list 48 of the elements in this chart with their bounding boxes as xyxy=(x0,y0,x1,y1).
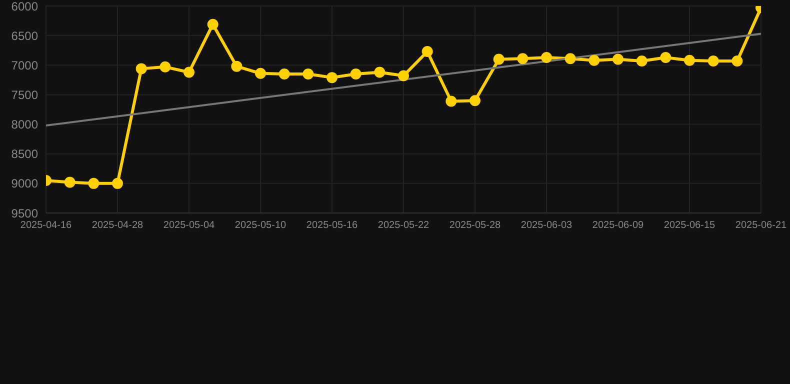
x-tick-label: 2025-04-16 xyxy=(20,220,72,232)
point xyxy=(278,68,290,80)
x-tick-label: 2025-06-09 xyxy=(592,220,644,232)
point xyxy=(684,54,695,66)
point xyxy=(231,60,242,72)
x-tick-label: 2025-05-10 xyxy=(234,220,287,232)
x-tick-label: 2025-06-03 xyxy=(520,220,573,232)
y-tick-label: 6000 xyxy=(11,0,38,14)
point xyxy=(64,176,76,188)
y-tick-label: 7000 xyxy=(11,58,38,72)
y-tick-label: 8500 xyxy=(11,147,38,162)
point xyxy=(660,52,672,63)
y-tick-label: 8000 xyxy=(11,118,38,132)
point xyxy=(636,56,648,67)
point xyxy=(398,70,409,82)
point xyxy=(493,54,504,65)
point xyxy=(517,53,528,64)
point xyxy=(136,63,147,74)
point xyxy=(255,68,266,79)
y-tick-label: 9000 xyxy=(11,176,38,191)
point xyxy=(326,72,338,84)
y-tick-label: 9500 xyxy=(11,206,38,220)
point xyxy=(160,61,171,72)
x-tick-label: 2025-05-22 xyxy=(378,220,430,232)
point xyxy=(708,56,719,67)
point xyxy=(374,66,386,78)
point xyxy=(302,68,314,80)
point xyxy=(422,46,433,58)
point xyxy=(612,54,624,65)
point xyxy=(112,178,123,189)
point xyxy=(470,95,480,106)
y-tick-label: 7500 xyxy=(11,88,38,102)
point xyxy=(588,54,600,66)
point xyxy=(541,52,552,63)
point xyxy=(184,66,194,78)
x-tick-label: 2025-06-15 xyxy=(664,220,716,232)
point xyxy=(350,68,362,80)
point xyxy=(564,53,576,64)
point xyxy=(207,18,218,30)
x-tick-label: 2025-05-04 xyxy=(163,220,216,232)
x-tick-label: 2025-05-16 xyxy=(306,220,358,232)
point xyxy=(732,56,743,67)
x-tick-label: 2025-06-21 xyxy=(735,220,788,232)
point xyxy=(88,178,100,189)
y-tick-label: 6500 xyxy=(11,28,38,43)
x-tick-label: 2025-05-28 xyxy=(449,220,502,232)
x-tick-label: 2025-04-28 xyxy=(92,220,144,232)
point xyxy=(446,96,457,107)
